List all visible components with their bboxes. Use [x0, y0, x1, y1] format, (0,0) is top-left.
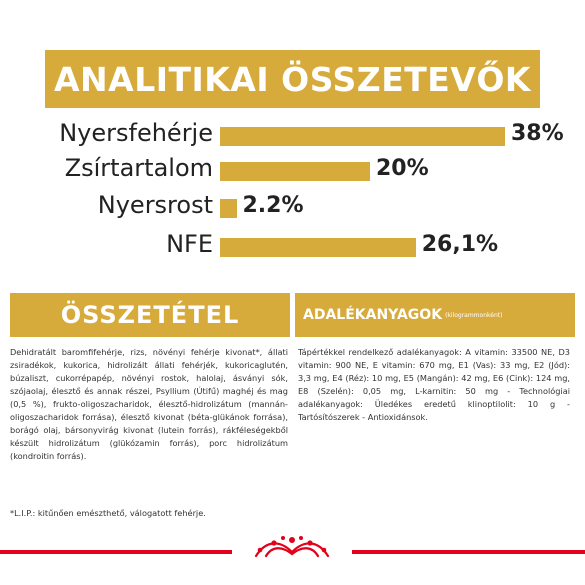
additives-header: ADALÉKANYAGOK (kilogrammonként)	[295, 293, 575, 337]
chart-value-label: 20%	[376, 156, 429, 181]
analytics-banner: ANALITIKAI ÖSSZETEVŐK	[45, 50, 540, 108]
chart-category-label: NFE	[166, 230, 213, 258]
chart-category-label: Nyersfehérje	[59, 119, 213, 147]
chart-row: Nyersrost 2.2%	[0, 189, 585, 221]
chart-value-label: 26,1%	[421, 232, 499, 257]
chart-row: NFE 26,1%	[0, 228, 585, 260]
crown-logo-icon	[254, 536, 330, 558]
footer-line-right	[352, 550, 585, 554]
chart-row: Nyersfehérje 38%	[0, 117, 585, 149]
additives-title: ADALÉKANYAGOK	[303, 307, 443, 323]
composition-title: ÖSSZETÉTEL	[60, 301, 240, 329]
chart-value-label: 2.2%	[242, 193, 304, 218]
chart-category-label: Nyersrost	[97, 191, 213, 219]
chart-bar	[220, 238, 416, 257]
chart-row: Zsírtartalom 20%	[0, 152, 585, 184]
composition-note: *L.I.P.: kitűnően emészthető, válogatott…	[10, 508, 206, 518]
banner-title: ANALITIKAI ÖSSZETEVŐK	[54, 59, 531, 99]
composition-text: Dehidratált baromfifehérje, rizs, növény…	[10, 347, 288, 461]
chart-value-label: 38%	[511, 121, 564, 146]
additives-text: Tápértékkel rendelkező adalékanyagok: A …	[298, 347, 570, 422]
composition-header: ÖSSZETÉTEL	[10, 293, 290, 337]
chart-bar	[220, 127, 505, 146]
footer-line-left	[0, 550, 232, 554]
chart-category-label: Zsírtartalom	[64, 154, 213, 182]
chart-bar	[220, 199, 237, 218]
chart-bar	[220, 162, 370, 181]
additives-subtitle: (kilogrammonként)	[445, 311, 503, 319]
